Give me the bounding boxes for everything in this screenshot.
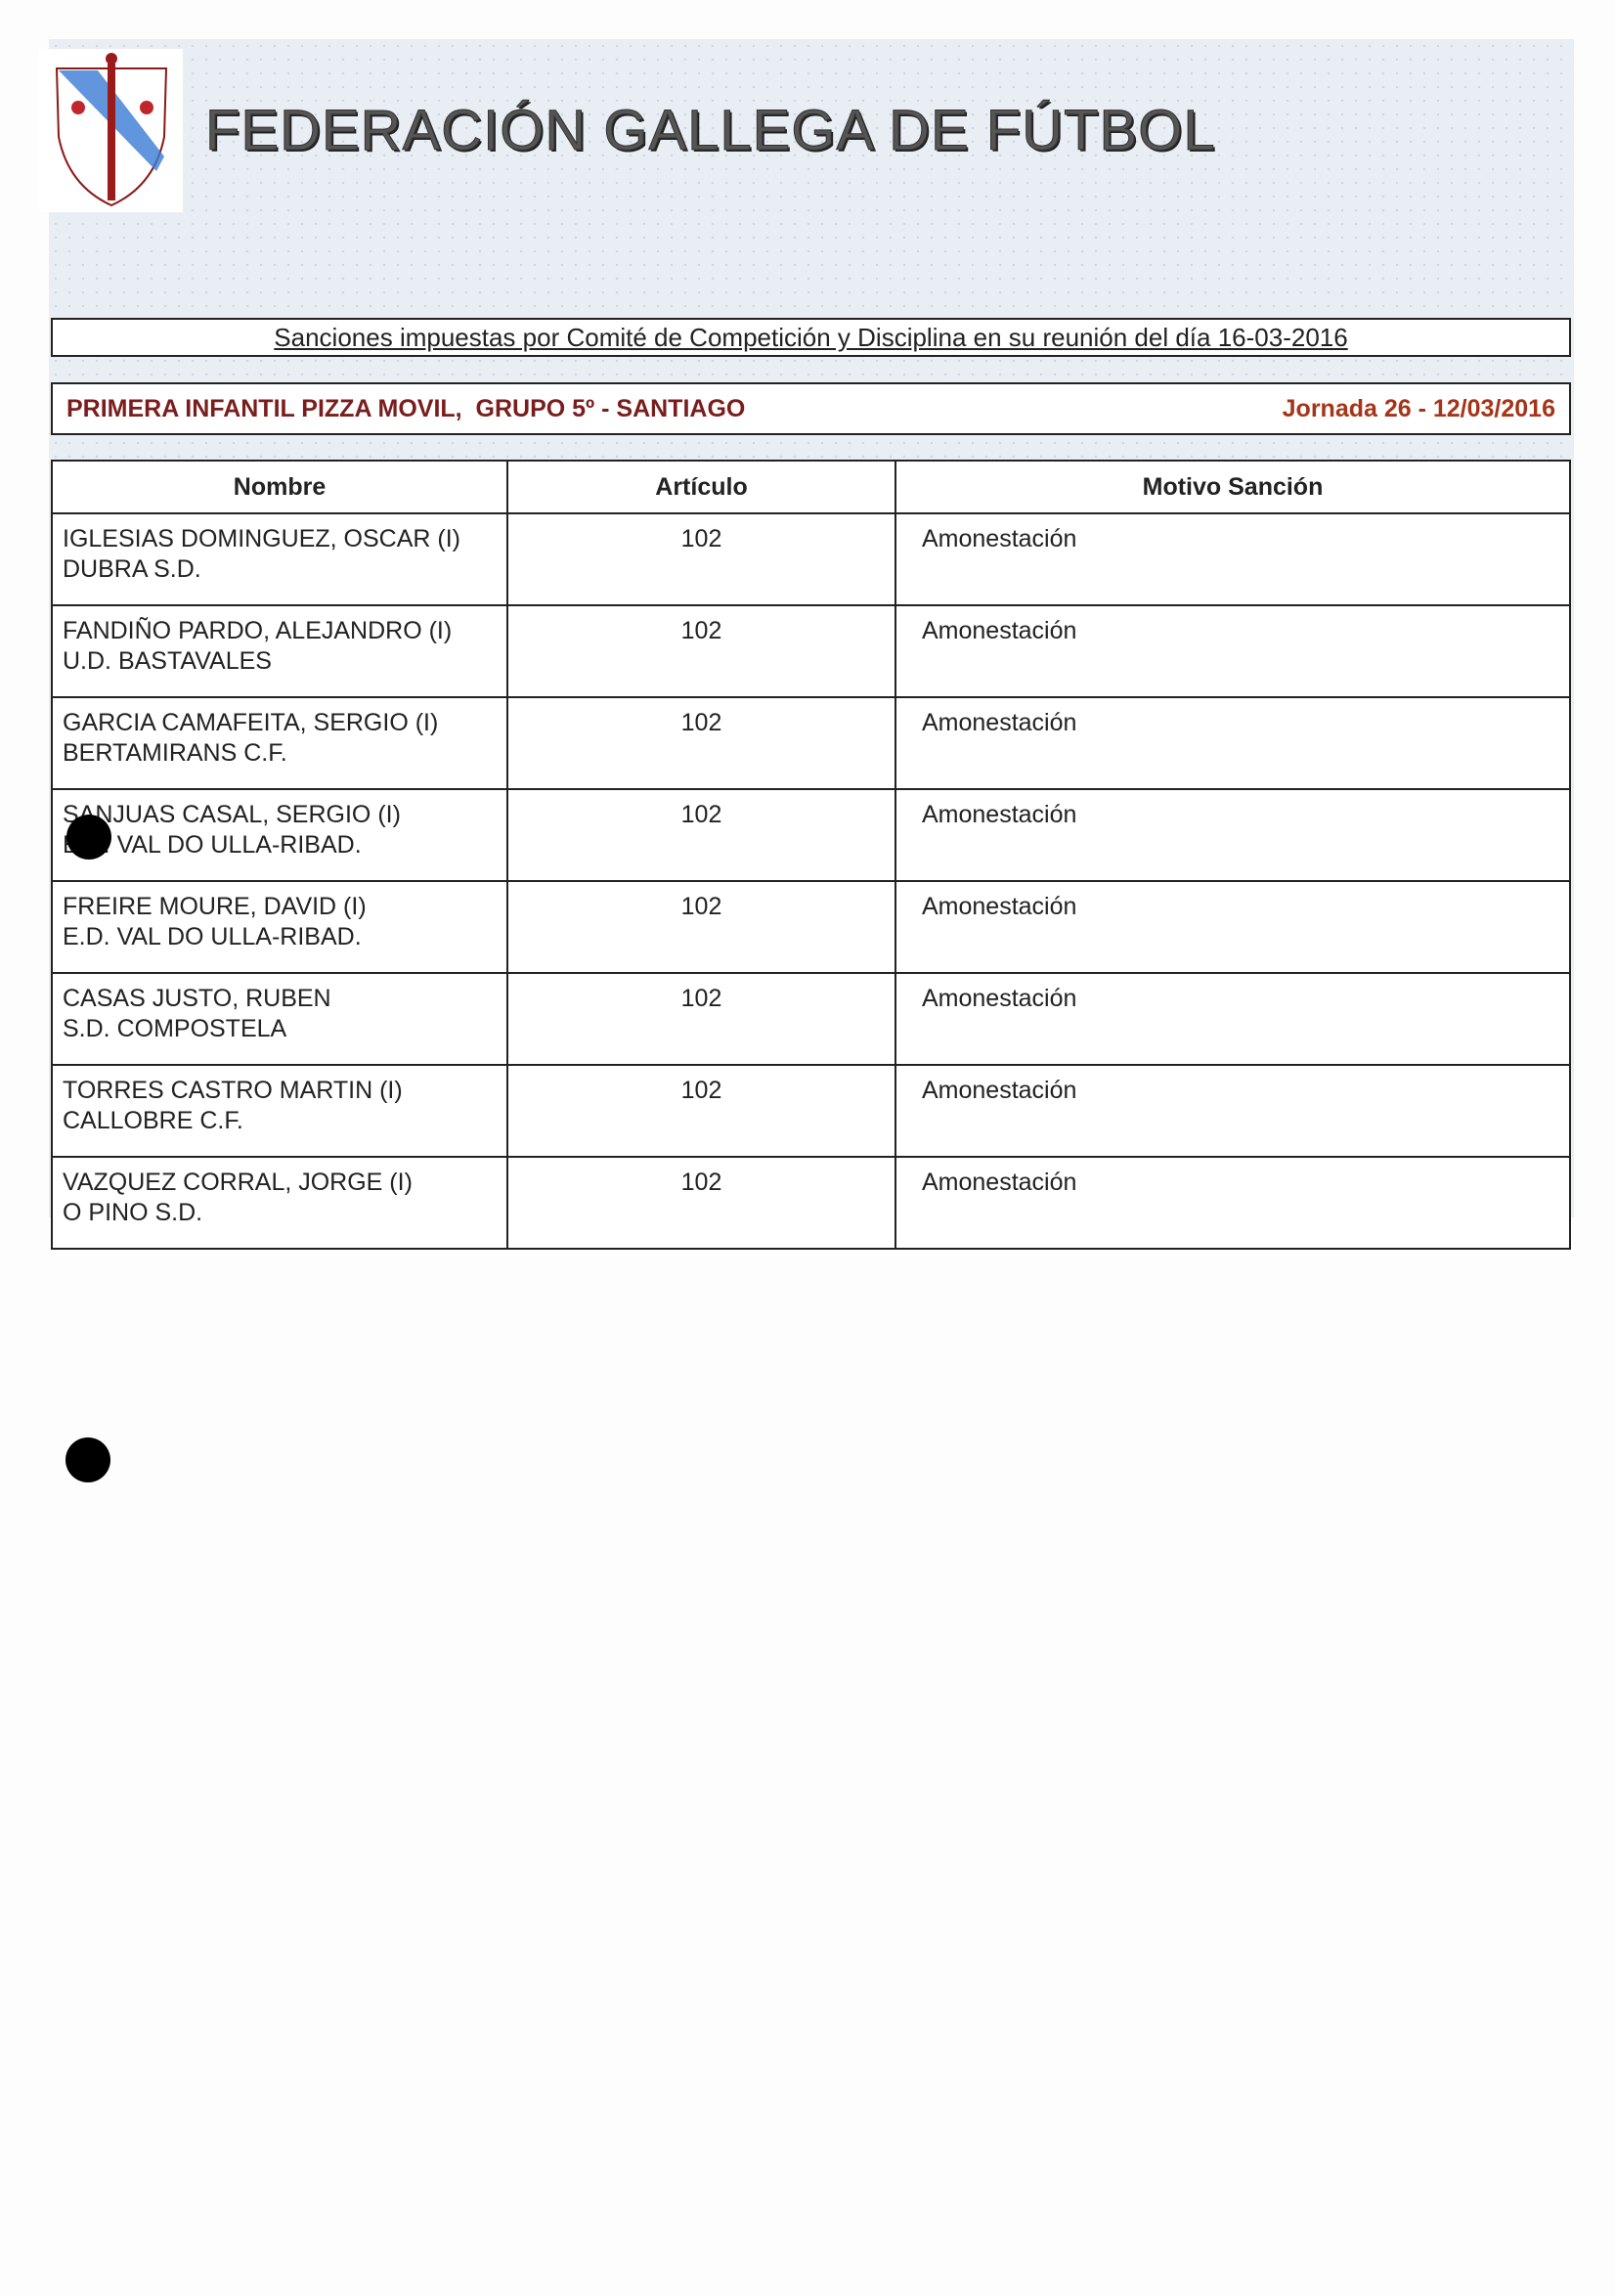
cell-nombre: VAZQUEZ CORRAL, JORGE (I) O PINO S.D. xyxy=(51,1156,508,1250)
cell-articulo: 102 xyxy=(506,604,896,698)
cell-articulo: 102 xyxy=(506,512,896,606)
club-name: CALLOBRE C.F. xyxy=(63,1107,243,1134)
cell-motivo: Amonestación xyxy=(895,512,1571,606)
cell-articulo: 102 xyxy=(506,1156,896,1250)
subtitle-box: Sanciones impuestas por Comité de Compet… xyxy=(51,318,1571,357)
player-name: FREIRE MOURE, DAVID (I) xyxy=(63,893,367,920)
cell-nombre: FREIRE MOURE, DAVID (I) E.D. VAL DO ULLA-… xyxy=(51,880,508,974)
column-header-motivo: Motivo Sanción xyxy=(895,460,1571,514)
player-name: FANDIÑO PARDO, ALEJANDRO (I) xyxy=(63,617,453,644)
player-name: CASAS JUSTO, RUBEN xyxy=(63,985,331,1012)
cell-nombre: GARCIA CAMAFEITA, SERGIO (I) BERTAMIRANS … xyxy=(51,696,508,790)
player-name: IGLESIAS DOMINGUEZ, OSCAR (I) xyxy=(63,525,460,552)
table-row: FREIRE MOURE, DAVID (I) E.D. VAL DO ULLA-… xyxy=(51,880,1571,974)
column-header-articulo: Artículo xyxy=(506,460,896,514)
cell-motivo: Amonestación xyxy=(895,1156,1571,1250)
club-name: E.D. VAL DO ULLA-RIBAD. xyxy=(63,831,362,859)
table-row: SANJUAS CASAL, SERGIO (I) E.D. VAL DO ULL… xyxy=(51,788,1571,882)
punch-hole-mark xyxy=(66,815,111,860)
club-name: BERTAMIRANS C.F. xyxy=(63,739,287,767)
club-name: U.D. BASTAVALES xyxy=(63,647,272,675)
table-row: TORRES CASTRO MARTIN (I) CALLOBRE C.F. 10… xyxy=(51,1064,1571,1158)
player-name: GARCIA CAMAFEITA, SERGIO (I) xyxy=(63,709,439,736)
jornada-label: Jornada 26 - 12/03/2016 xyxy=(1282,395,1555,422)
sanctions-table: Nombre Artículo Motivo Sanción IGLESIAS … xyxy=(51,460,1571,1250)
cell-articulo: 102 xyxy=(506,696,896,790)
punch-hole-mark xyxy=(65,1437,110,1482)
cell-articulo: 102 xyxy=(506,880,896,974)
club-name: S.D. COMPOSTELA xyxy=(63,1015,287,1042)
cell-nombre: IGLESIAS DOMINGUEZ, OSCAR (I) DUBRA S.D. xyxy=(51,512,508,606)
fgf-logo xyxy=(39,49,183,212)
competition-name: PRIMERA INFANTIL PIZZA MOVIL, GRUPO 5º -… xyxy=(66,395,746,422)
cell-motivo: Amonestación xyxy=(895,788,1571,882)
player-name: TORRES CASTRO MARTIN (I) xyxy=(63,1077,403,1104)
table-row: VAZQUEZ CORRAL, JORGE (I) O PINO S.D. 102… xyxy=(51,1156,1571,1250)
cell-articulo: 102 xyxy=(506,972,896,1066)
cell-motivo: Amonestación xyxy=(895,880,1571,974)
table-row: CASAS JUSTO, RUBEN S.D. COMPOSTELA 102 Am… xyxy=(51,972,1571,1066)
cell-motivo: Amonestación xyxy=(895,972,1571,1066)
table-row: GARCIA CAMAFEITA, SERGIO (I) BERTAMIRANS … xyxy=(51,696,1571,790)
cell-motivo: Amonestación xyxy=(895,696,1571,790)
table-row: IGLESIAS DOMINGUEZ, OSCAR (I) DUBRA S.D. … xyxy=(51,512,1571,606)
page-title: FEDERACIÓN GALLEGA DE FÚTBOL xyxy=(205,99,1216,163)
cell-nombre: SANJUAS CASAL, SERGIO (I) E.D. VAL DO ULL… xyxy=(51,788,508,882)
club-name: E.D. VAL DO ULLA-RIBAD. xyxy=(63,923,362,950)
player-name: VAZQUEZ CORRAL, JORGE (I) xyxy=(63,1169,413,1196)
cell-nombre: TORRES CASTRO MARTIN (I) CALLOBRE C.F. xyxy=(51,1064,508,1158)
cell-articulo: 102 xyxy=(506,1064,896,1158)
table-row: FANDIÑO PARDO, ALEJANDRO (I) U.D. BASTAVA… xyxy=(51,604,1571,698)
cell-nombre: FANDIÑO PARDO, ALEJANDRO (I) U.D. BASTAVA… xyxy=(51,604,508,698)
table-header: Nombre Artículo Motivo Sanción xyxy=(51,460,1571,514)
column-header-nombre: Nombre xyxy=(51,460,508,514)
competition-box: PRIMERA INFANTIL PIZZA MOVIL, GRUPO 5º -… xyxy=(51,382,1571,435)
player-name: SANJUAS CASAL, SERGIO (I) xyxy=(63,801,401,828)
cell-nombre: CASAS JUSTO, RUBEN S.D. COMPOSTELA xyxy=(51,972,508,1066)
club-name: O PINO S.D. xyxy=(63,1199,203,1226)
cell-articulo: 102 xyxy=(506,788,896,882)
subtitle: Sanciones impuestas por Comité de Compet… xyxy=(274,323,1348,352)
cell-motivo: Amonestación xyxy=(895,1064,1571,1158)
cell-motivo: Amonestación xyxy=(895,604,1571,698)
club-name: DUBRA S.D. xyxy=(63,555,201,583)
